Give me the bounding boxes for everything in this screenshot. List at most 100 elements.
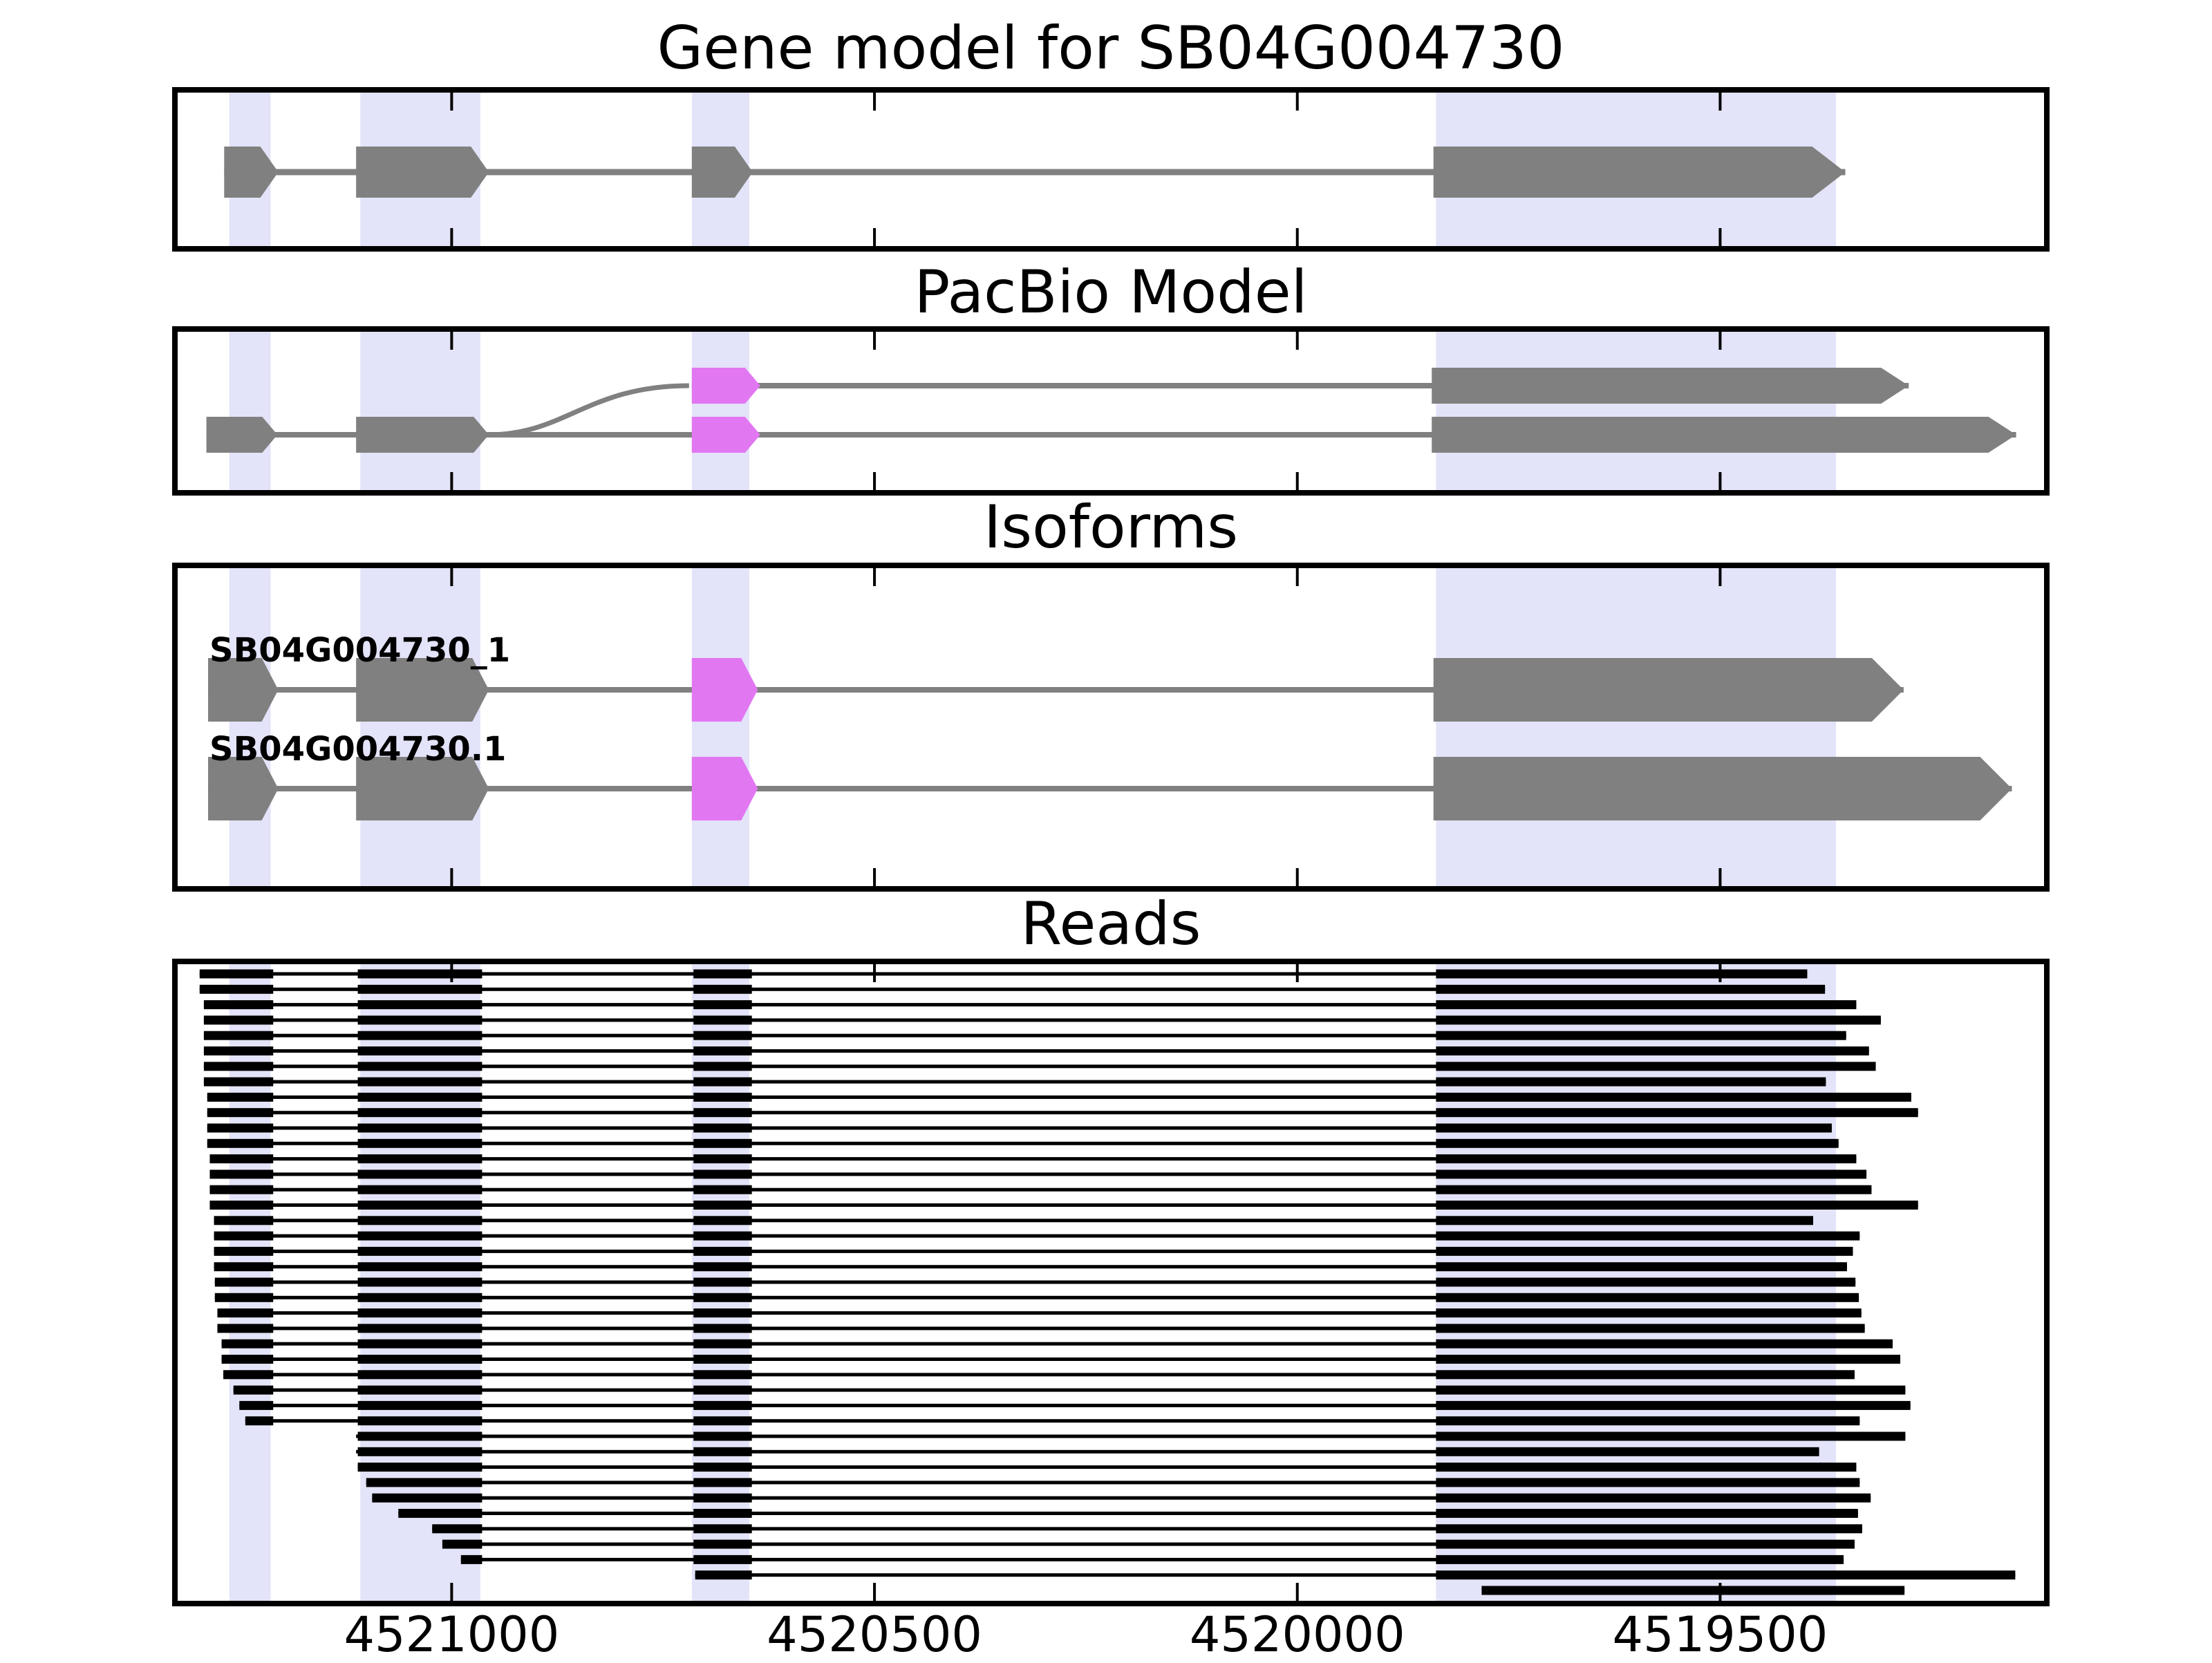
read-exon-block	[214, 1293, 274, 1302]
axis-tick-mark	[1718, 332, 1722, 350]
read-exon-block	[693, 969, 752, 979]
x-axis-tick-label: 4521000	[344, 1606, 560, 1663]
read-exon-block	[693, 1000, 752, 1010]
read-exon-block	[214, 1277, 274, 1287]
read-line	[203, 1080, 1826, 1084]
read-exon-block	[357, 1046, 482, 1055]
read-exon-block	[693, 1154, 752, 1164]
read-exon-block	[203, 1015, 274, 1025]
read-line	[372, 1496, 1871, 1500]
read-exon-block	[693, 1447, 752, 1456]
read-exon-block	[357, 1123, 482, 1133]
read-line	[203, 1018, 1881, 1022]
read-line	[207, 1095, 1911, 1099]
read-line	[199, 987, 1826, 991]
intron-line	[224, 169, 1846, 176]
read-exon-block	[357, 1355, 482, 1364]
read-line	[398, 1512, 1858, 1515]
axis-tick-mark	[873, 1583, 877, 1601]
read-exon-block	[1436, 1169, 1867, 1179]
isoforms-panel	[172, 563, 2050, 892]
axis-tick-mark	[450, 568, 453, 586]
read-line	[203, 1003, 1857, 1007]
read-exon-block	[1436, 1400, 1911, 1410]
read-exon-block	[1436, 1478, 1860, 1487]
read-line	[214, 1280, 1856, 1284]
axis-tick-mark	[1295, 568, 1299, 586]
isoform-exon	[1433, 757, 2012, 820]
gene-model-exon	[224, 147, 279, 198]
x-axis-tick-label: 4520000	[1189, 1606, 1405, 1663]
read-exon-block	[1436, 1138, 1839, 1148]
read-exon-block	[1436, 1431, 1906, 1441]
novel-exon	[691, 368, 760, 404]
reads-panel	[172, 959, 2050, 1606]
read-exon-block	[1436, 969, 1808, 979]
axis-tick-mark	[1295, 1583, 1299, 1601]
read-exon-block	[693, 1092, 752, 1102]
read-exon-block	[1436, 1570, 2016, 1580]
axis-tick-mark	[1295, 93, 1299, 111]
read-exon-block	[693, 1062, 752, 1071]
read-exon-block	[693, 1246, 752, 1256]
read-exon-block	[1436, 1201, 1918, 1210]
read-line	[221, 1357, 1901, 1361]
reads-plot	[199, 964, 2016, 1601]
axis-tick-mark	[873, 332, 877, 350]
pacbio-exon	[1432, 417, 2016, 453]
pacbio-plot	[206, 332, 2016, 490]
read-exon-block	[693, 1509, 752, 1518]
read-line	[357, 1465, 1857, 1469]
read-exon-block	[239, 1400, 274, 1410]
highlight-band	[229, 568, 271, 886]
gene-model-plot	[224, 93, 1846, 246]
read-exon-block	[1436, 1355, 1901, 1364]
read-exon-block	[357, 1185, 482, 1194]
read-line	[214, 1265, 1847, 1269]
read-exon-block	[233, 1385, 274, 1395]
read-line	[239, 1403, 1911, 1407]
highlight-band	[360, 332, 480, 490]
read-exon-block	[1481, 1586, 1905, 1595]
read-exon-block	[1436, 1463, 1857, 1472]
x-axis-tick-label: 4519500	[1612, 1606, 1828, 1663]
read-exon-block	[693, 1123, 752, 1133]
novel-exon	[691, 417, 760, 453]
read-exon-block	[357, 1062, 482, 1071]
read-exon-block	[1436, 1339, 1893, 1349]
gene-model-exon	[356, 147, 489, 198]
read-exon-block	[693, 1554, 752, 1564]
read-line	[209, 1172, 1867, 1176]
axis-tick-mark	[450, 93, 453, 111]
highlight-band	[1436, 568, 1837, 886]
read-exon-block	[398, 1509, 482, 1518]
read-line	[203, 1033, 1846, 1037]
read-exon-block	[214, 1246, 274, 1256]
read-exon-block	[217, 1308, 274, 1318]
read-line	[209, 1157, 1857, 1161]
read-exon-block	[357, 1324, 482, 1333]
read-exon-block	[693, 1138, 752, 1148]
read-line	[214, 1234, 1860, 1238]
read-line	[356, 1449, 1819, 1454]
read-exon-block	[209, 1201, 274, 1210]
highlight-band	[1436, 332, 1837, 490]
read-line	[221, 1342, 1893, 1346]
read-line	[207, 1111, 1918, 1115]
read-exon-block	[1436, 1262, 1847, 1272]
highlight-band	[691, 332, 750, 490]
read-line	[203, 1049, 1869, 1053]
read-exon-block	[693, 1431, 752, 1441]
isoform-exon	[356, 658, 489, 722]
read-line	[207, 1141, 1839, 1145]
read-exon-block	[1436, 1108, 1918, 1118]
read-exon-block	[203, 1077, 274, 1087]
read-line	[214, 1219, 1814, 1223]
read-line	[199, 972, 1808, 976]
read-exon-block	[1436, 1031, 1846, 1040]
axis-tick-mark	[450, 332, 453, 350]
read-exon-block	[357, 1169, 482, 1179]
read-exon-block	[1436, 1077, 1826, 1087]
read-exon-block	[693, 1169, 752, 1179]
read-line	[695, 1573, 2016, 1577]
